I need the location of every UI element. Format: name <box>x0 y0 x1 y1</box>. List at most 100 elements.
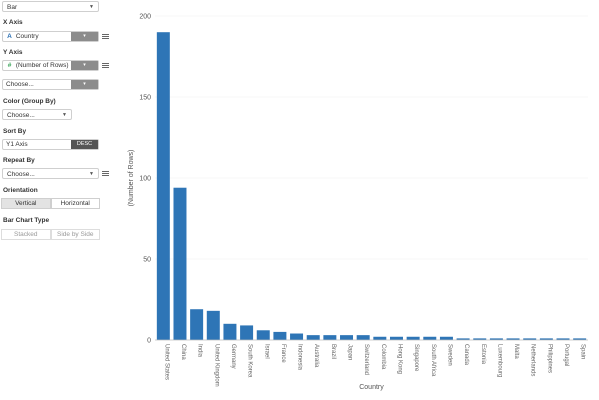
bar[interactable] <box>473 338 487 340</box>
orientation-horizontal-button[interactable]: Horizontal <box>50 198 100 209</box>
bar[interactable] <box>556 338 570 340</box>
x-tick-label: South Africa <box>430 344 436 377</box>
repeat-heading: Repeat By <box>3 157 35 164</box>
bar[interactable] <box>489 338 503 340</box>
x-axis-option-button[interactable]: ▾ <box>71 32 98 41</box>
bar[interactable] <box>573 338 587 340</box>
bar-type-side-by-side-button[interactable]: Side by Side <box>50 229 100 240</box>
x-tick-label: Spain <box>580 344 586 359</box>
bar[interactable] <box>190 309 204 340</box>
x-axis-field[interactable]: A Country ▾ <box>2 31 99 42</box>
chevron-down-icon: ▼ <box>89 4 94 10</box>
orientation-heading: Orientation <box>3 187 38 194</box>
bar[interactable] <box>290 333 304 340</box>
x-axis-label: Country <box>359 384 384 391</box>
y-axis-label: (Number of Rows) <box>128 150 135 207</box>
bar[interactable] <box>340 335 354 340</box>
y-axis-option-button[interactable]: ▾ <box>71 61 98 70</box>
bar[interactable] <box>356 335 370 340</box>
sort-heading: Sort By <box>3 128 27 135</box>
y-tick-label: 0 <box>147 338 151 345</box>
bars <box>156 32 587 340</box>
x-tick-label: China <box>180 344 186 360</box>
x-tick-label: Sweden <box>446 344 452 366</box>
x-tick-label: Hong Kong <box>396 344 402 374</box>
x-tick-label: Indonesia <box>297 344 303 371</box>
x-tick-label: Brazil <box>330 344 336 359</box>
x-tick-label: Philippines <box>546 344 552 373</box>
bar[interactable] <box>523 338 537 340</box>
hamburger-menu-icon[interactable] <box>102 33 109 40</box>
bar[interactable] <box>423 336 437 340</box>
x-tick-label: Malta <box>513 344 519 359</box>
chart-type-value: Bar <box>7 4 18 11</box>
bar[interactable] <box>156 32 170 340</box>
y-tick-label: 50 <box>143 257 151 264</box>
bar-chart-type-heading: Bar Chart Type <box>3 217 50 224</box>
bar[interactable] <box>223 323 237 340</box>
y-gridlines <box>155 15 588 260</box>
bar-chart-type-toggle: Stacked Side by Side <box>1 229 100 240</box>
x-tick-label: South Korea <box>247 344 253 378</box>
sort-field[interactable]: Y1 Axis DESC <box>2 139 99 150</box>
y-axis-choose-field[interactable]: Choose... ▾ <box>2 79 99 90</box>
bar[interactable] <box>456 338 470 340</box>
x-tick-label: Portugal <box>563 344 569 366</box>
bar[interactable] <box>173 187 187 340</box>
x-tick-label: Germany <box>230 344 236 369</box>
bar[interactable] <box>373 336 387 340</box>
y-tick-label: 150 <box>139 95 151 102</box>
number-type-icon: # <box>7 62 12 69</box>
y-axis-field-value: (Number of Rows) <box>15 62 69 69</box>
x-axis-field-value: Country <box>15 33 39 40</box>
bar[interactable] <box>240 325 254 340</box>
y-axis-choose-option-button[interactable]: ▾ <box>71 80 98 89</box>
repeat-select-value: Choose... <box>7 171 35 178</box>
color-select[interactable]: Choose... ▼ <box>2 109 72 120</box>
string-type-icon: A <box>7 33 12 40</box>
x-tick-label: United Kingdom <box>213 344 219 387</box>
hamburger-menu-icon[interactable] <box>102 170 109 177</box>
color-select-value: Choose... <box>7 112 35 119</box>
y-axis-field[interactable]: # (Number of Rows) ▾ <box>2 60 99 71</box>
x-tick-label: Switzerland <box>363 344 369 375</box>
bar[interactable] <box>406 336 420 340</box>
x-tick-label: Estonia <box>480 344 486 365</box>
bar[interactable] <box>323 335 337 340</box>
sort-direction-button[interactable]: DESC <box>71 140 98 149</box>
orientation-vertical-button[interactable]: Vertical <box>1 198 51 209</box>
x-tick-label: Netherlands <box>530 344 536 376</box>
y-axis-choose-text: Choose... <box>6 81 34 88</box>
x-tick-label: Israel <box>263 344 269 359</box>
bar[interactable] <box>306 335 320 340</box>
bar-type-stacked-button[interactable]: Stacked <box>1 229 51 240</box>
x-tick-label: United States <box>163 344 169 380</box>
color-heading: Color (Group By) <box>3 98 56 105</box>
bar[interactable] <box>273 331 287 340</box>
bar[interactable] <box>439 336 453 340</box>
y-tick-label: 200 <box>139 14 151 21</box>
x-tick-label: Colombia <box>380 344 386 370</box>
x-tick-label: Luxembourg <box>496 344 502 377</box>
x-axis-heading: X Axis <box>3 19 23 26</box>
orientation-toggle: Vertical Horizontal <box>1 198 100 209</box>
repeat-select[interactable]: Choose... ▼ <box>2 168 99 179</box>
chevron-down-icon: ▼ <box>62 112 67 118</box>
x-tick-label: Canada <box>463 344 469 366</box>
hamburger-menu-icon[interactable] <box>102 62 109 69</box>
chevron-down-icon: ▼ <box>89 171 94 177</box>
x-tick-label: Australia <box>313 344 319 368</box>
x-tick-label: Singapore <box>413 344 419 372</box>
bar[interactable] <box>506 338 520 340</box>
bar[interactable] <box>206 310 220 340</box>
settings-panel: Bar ▼ X Axis A Country ▾ Y Axis # (Numbe… <box>0 0 110 400</box>
x-tick-label: Japan <box>347 344 353 360</box>
bar[interactable] <box>389 336 403 340</box>
chart-type-select[interactable]: Bar ▼ <box>2 1 99 12</box>
y-tick-label: 100 <box>139 176 151 183</box>
y-axis-heading: Y Axis <box>3 49 23 56</box>
bar[interactable] <box>256 330 270 340</box>
x-tick-labels: United States China India United Kingdom Ger… <box>163 344 585 387</box>
bar[interactable] <box>539 338 553 340</box>
